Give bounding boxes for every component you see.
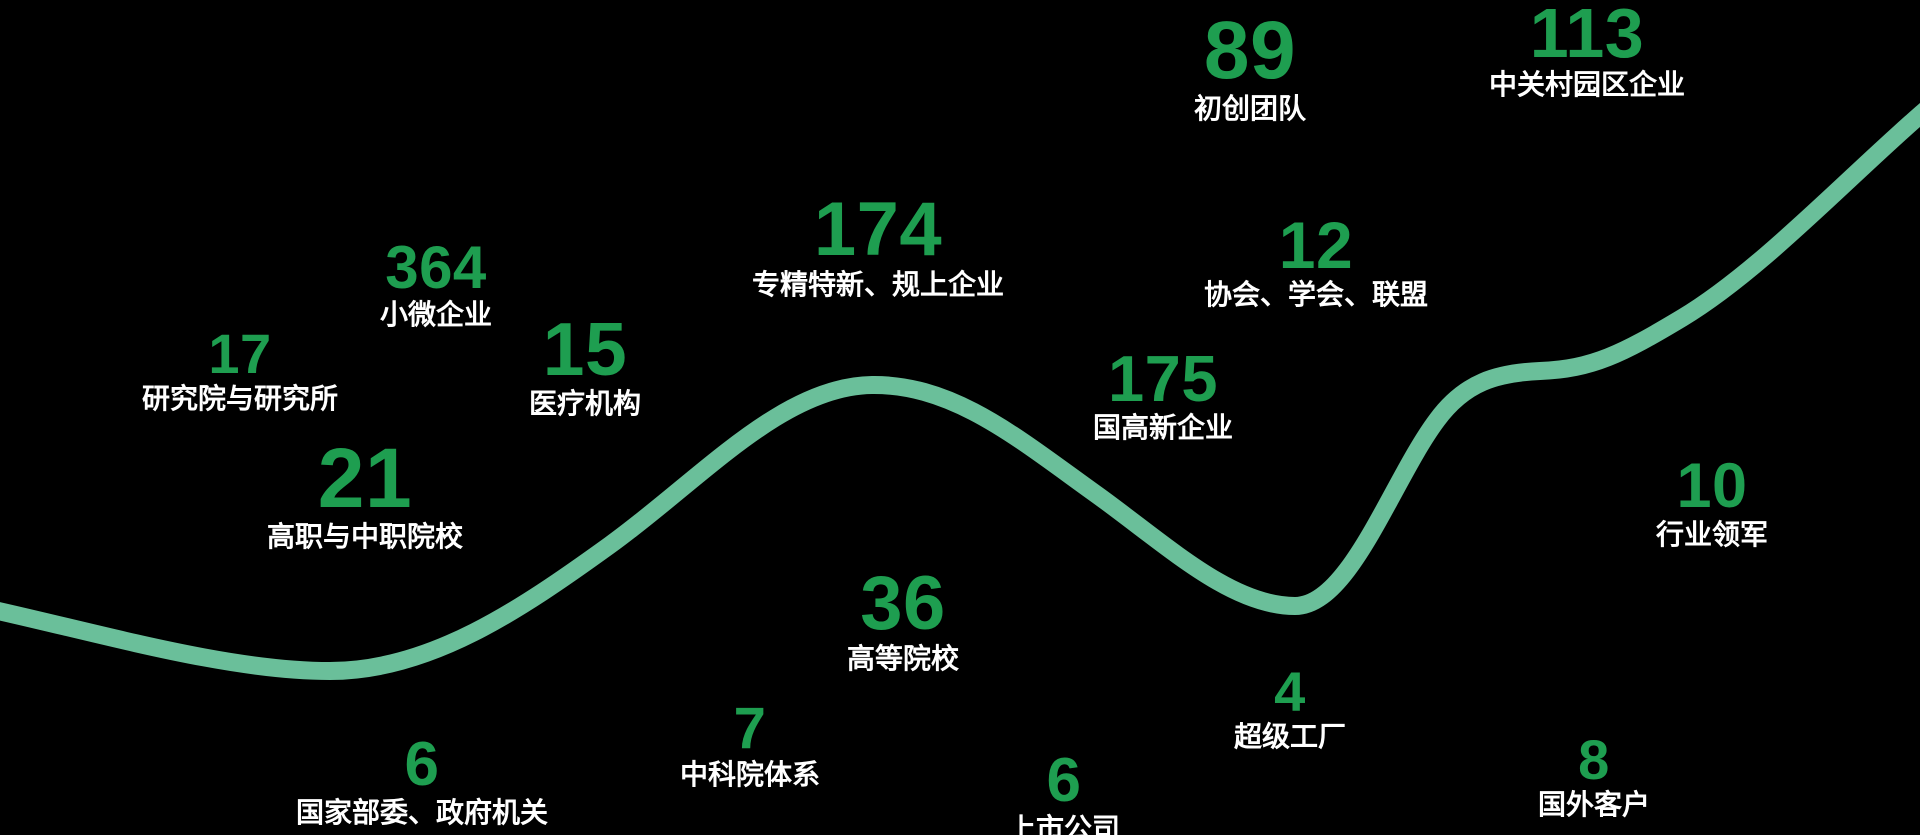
stat-value: 89 [1203,5,1297,96]
stat-label: 专精特新、规上企业 [751,269,1005,300]
stat-item: 21 高职与中职院校 [267,436,463,553]
stat-label: 医疗机构 [528,388,642,419]
stat-label: 中科院体系 [679,759,821,790]
stat-item: 6 上市公司 [1008,750,1120,835]
stat-item: 17 研究院与研究所 [142,326,338,415]
stat-value: 175 [1108,342,1218,415]
stat-item: 174 专精特新、规上企业 [752,192,1004,301]
stat-value: 15 [542,307,628,391]
stat-value: 17 [208,322,272,385]
stat-value: 8 [1578,728,1610,791]
stat-item: 10 行业领军 [1656,455,1768,551]
stat-value: 7 [733,696,767,761]
stat-item: 36 高等院校 [847,566,959,675]
stat-value: 12 [1278,208,1354,282]
stat-label: 国家部委、政府机关 [295,797,549,828]
stat-label: 中关村园区企业 [1488,69,1686,100]
flow-curve-path [0,103,1920,681]
stat-value: 113 [1529,0,1645,72]
stat-label: 国外客户 [1537,789,1651,820]
stat-value: 4 [1274,660,1306,723]
stat-label: 超级工厂 [1233,721,1347,752]
stat-label: 高等院校 [846,643,960,674]
stat-label: 高职与中职院校 [266,521,464,552]
stat-item: 4 超级工厂 [1234,664,1346,753]
stat-item: 8 国外客户 [1538,732,1650,821]
stat-value: 6 [1046,746,1082,815]
stat-item: 12 协会、学会、联盟 [1204,212,1428,311]
stat-item: 6 国家部委、政府机关 [296,734,548,829]
stat-item: 113 中关村园区企业 [1489,0,1685,101]
stat-item: 175 国高新企业 [1093,346,1233,444]
stat-label: 国高新企业 [1092,412,1234,443]
stat-item: 364 小微企业 [380,238,492,331]
stat-label: 初创团队 [1193,93,1307,124]
stat-value: 10 [1676,451,1748,521]
stat-item: 7 中科院体系 [680,700,820,791]
stat-label: 行业领军 [1655,519,1769,550]
stat-label: 协会、学会、联盟 [1203,279,1429,310]
stat-label: 研究院与研究所 [141,383,339,414]
stat-value: 174 [813,187,943,272]
stat-value: 364 [385,234,487,301]
stat-label: 小微企业 [379,299,493,330]
stat-item: 89 初创团队 [1194,10,1306,125]
stat-value: 21 [317,431,413,525]
stat-label: 上市公司 [1007,813,1121,835]
stat-value: 36 [860,561,946,646]
stat-item: 15 医疗机构 [529,312,641,420]
stat-value: 6 [404,730,440,799]
